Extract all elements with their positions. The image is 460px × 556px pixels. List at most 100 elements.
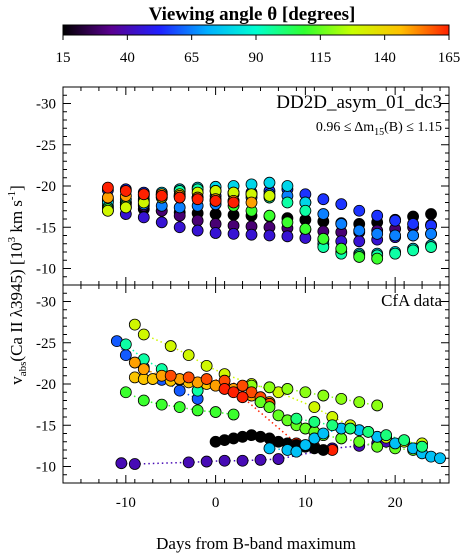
model-data-point: [335, 242, 348, 255]
observed-data-point: [353, 396, 366, 409]
model-data-point: [173, 191, 186, 204]
model-data-point: [353, 224, 366, 237]
model-data-point: [371, 252, 384, 265]
observed-data-point: [308, 401, 321, 414]
model-data-point: [263, 209, 276, 222]
model-data-point: [227, 227, 240, 240]
x-axis-label: Days from B-band maximum: [156, 534, 356, 553]
model-data-point: [137, 188, 150, 201]
bottom-panel-label: CfA data: [381, 291, 442, 310]
observed-data-point: [290, 445, 303, 458]
observed-data-point: [398, 434, 411, 447]
observed-data-point: [434, 452, 446, 465]
observed-data-point: [164, 340, 177, 352]
y-label-sub: abs: [17, 362, 29, 377]
observed-data-point: [371, 440, 384, 453]
model-data-point: [317, 208, 330, 220]
model-data-point: [209, 227, 222, 239]
observed-data-point: [182, 371, 195, 384]
observed-data-point: [119, 349, 132, 362]
model-data-point: [191, 193, 204, 206]
observed-data-point: [317, 427, 330, 440]
top-panel-axes: -30 -25 -20 -15 -10: [36, 86, 449, 286]
model-data-point: [263, 189, 276, 202]
observed-data-point: [155, 398, 168, 411]
observed-data-point: [290, 412, 303, 425]
model-data-point: [245, 178, 258, 191]
colorbar-tick-label: 90: [249, 50, 264, 66]
observed-data-point: [236, 379, 249, 392]
observed-data-point: [115, 457, 128, 470]
observed-data-point: [254, 396, 267, 409]
observed-data-point: [182, 456, 195, 469]
observed-data-point: [128, 356, 141, 369]
model-data-point: [281, 230, 294, 243]
observed-data-point: [317, 389, 330, 402]
model-data-point: [137, 211, 150, 224]
y-tick-label: -25: [36, 336, 56, 352]
model-data-point: [389, 247, 402, 260]
model-data-point: [371, 209, 384, 222]
dm15-range-left: 0.96 ≤ Δm: [316, 120, 374, 135]
observed-data-point: [227, 408, 240, 421]
observed-data-point: [200, 455, 213, 468]
observed-data-point: [209, 406, 222, 418]
model-data-point: [299, 204, 312, 217]
y-tick-label: -30: [36, 295, 56, 311]
observed-data-point: [191, 404, 204, 417]
observed-data-point: [335, 392, 348, 405]
model-data-point: [173, 221, 186, 234]
model-data-point: [191, 214, 204, 227]
model-data-point: [335, 218, 348, 230]
observed-data-point: [245, 386, 258, 399]
model-data-point: [209, 208, 222, 220]
model-data-point: [335, 198, 348, 211]
observed-data-point: [218, 454, 231, 467]
observed-data-point: [272, 453, 285, 465]
observed-data-point: [200, 373, 213, 385]
model-data-point: [299, 222, 312, 235]
observed-data-point: [263, 401, 276, 414]
model-data-point: [317, 193, 330, 206]
y-label-rest: (Ca II λ3945) [10: [7, 242, 26, 361]
y-tick-label: -15: [36, 418, 56, 434]
model-data-point: [425, 208, 437, 220]
model-data-point: [263, 229, 276, 242]
observed-data-point: [263, 442, 276, 455]
observed-data-point: [362, 425, 375, 438]
model-data-point: [281, 180, 294, 192]
y-label-unit-exp: -1: [6, 191, 18, 200]
observed-data-point: [137, 363, 150, 376]
colorbar-ticks: 15 40 65 90 115 140 165: [56, 35, 460, 66]
observed-data-point: [308, 416, 321, 428]
y-label-exp: 3: [6, 236, 18, 242]
model-data-point: [389, 229, 402, 242]
observed-data-point: [326, 419, 339, 432]
colorbar: [62, 24, 450, 36]
model-data-point: [245, 196, 258, 209]
colorbar-tick-label: 15: [56, 50, 71, 66]
y-label-main: v: [7, 376, 26, 385]
observed-data-point: [128, 318, 141, 331]
model-data-point: [101, 204, 114, 217]
colorbar-tick-label: 165: [438, 50, 460, 66]
y-tick-label: -10: [36, 262, 56, 278]
model-data-point: [317, 232, 330, 245]
observed-data-point: [119, 386, 132, 399]
colorbar-tick-label: 40: [120, 50, 135, 66]
y-axis-label: vabs(Ca II λ3945) [103 km s-1]: [6, 185, 29, 385]
observed-data-point: [254, 453, 267, 466]
model-data-point: [263, 176, 276, 189]
model-data-point: [353, 251, 366, 263]
model-data-point: [353, 235, 366, 248]
observed-data-point: [416, 440, 428, 453]
colorbar-title: Viewing angle θ [degrees]: [149, 4, 356, 25]
observed-data-point: [380, 429, 393, 442]
model-data-point: [389, 214, 402, 227]
observed-data-point: [317, 444, 330, 456]
model-data-point: [425, 241, 437, 253]
observed-data-point: [137, 394, 150, 407]
model-data-point: [155, 189, 168, 202]
model-data-point: [407, 244, 419, 257]
